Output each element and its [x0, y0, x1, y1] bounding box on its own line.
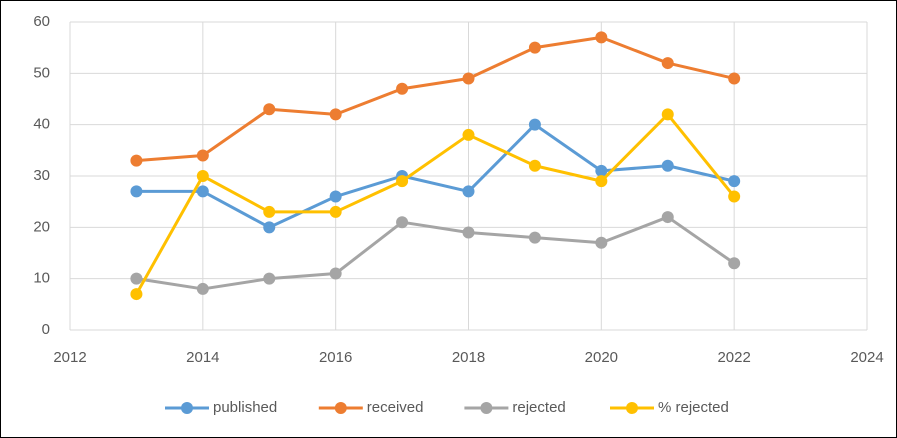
data-point	[462, 128, 475, 141]
legend-marker	[181, 402, 193, 414]
data-point	[595, 31, 608, 44]
data-point	[728, 190, 741, 203]
legend-marker	[480, 402, 493, 414]
data-point	[462, 185, 475, 198]
legend-label: % rejected	[658, 399, 729, 416]
data-point	[661, 108, 674, 121]
series-line	[136, 215, 736, 291]
data-point	[263, 103, 276, 116]
data-point	[263, 272, 276, 285]
data-point	[661, 159, 674, 172]
y-tick-label: 0	[42, 321, 50, 338]
data-point	[329, 267, 342, 280]
y-tick-label: 20	[33, 218, 50, 235]
data-point	[196, 282, 209, 295]
data-point	[595, 175, 608, 188]
data-point	[595, 236, 608, 249]
data-point	[728, 257, 741, 270]
y-tick-label: 30	[33, 167, 50, 184]
data-point	[329, 205, 342, 218]
data-point	[595, 164, 608, 177]
data-point	[196, 170, 209, 182]
x-tick-label: 2022	[717, 349, 750, 366]
legend-label: published	[213, 399, 277, 416]
x-tick-label: 2012	[53, 349, 86, 366]
data-point	[196, 185, 209, 198]
data-point	[661, 57, 674, 70]
data-point	[130, 185, 143, 198]
y-tick-label: 60	[33, 13, 50, 30]
x-tick-label: 2020	[585, 349, 618, 366]
data-point	[329, 190, 342, 203]
legend-marker	[334, 402, 347, 414]
data-point	[528, 159, 541, 172]
data-point	[196, 149, 209, 162]
x-tick-label: 2018	[452, 349, 485, 366]
series-line	[135, 112, 736, 295]
data-point	[130, 288, 143, 301]
data-point	[462, 226, 475, 239]
data-point	[462, 72, 475, 85]
x-tick-label: 2016	[319, 349, 352, 366]
data-point	[396, 175, 409, 188]
data-point	[396, 216, 409, 229]
legend-marker	[626, 402, 638, 414]
legend-label: received	[367, 399, 424, 416]
data-point	[528, 41, 541, 54]
x-tick-label: 2024	[850, 349, 883, 366]
data-point	[263, 205, 276, 218]
series-line	[136, 123, 735, 229]
legend-label: rejected	[512, 399, 565, 416]
data-point	[263, 221, 276, 234]
data-point	[329, 108, 342, 121]
data-point	[728, 72, 741, 85]
y-tick-label: 40	[33, 116, 50, 133]
y-tick-label: 10	[33, 270, 50, 287]
x-tick-label: 2014	[186, 349, 219, 366]
y-tick-label: 50	[33, 64, 50, 81]
data-point	[130, 272, 143, 285]
data-point	[130, 154, 143, 167]
data-point	[396, 82, 409, 95]
data-point	[528, 231, 541, 244]
data-point	[728, 175, 741, 188]
series-line	[136, 35, 735, 163]
data-point	[661, 211, 674, 224]
data-point	[528, 118, 541, 131]
